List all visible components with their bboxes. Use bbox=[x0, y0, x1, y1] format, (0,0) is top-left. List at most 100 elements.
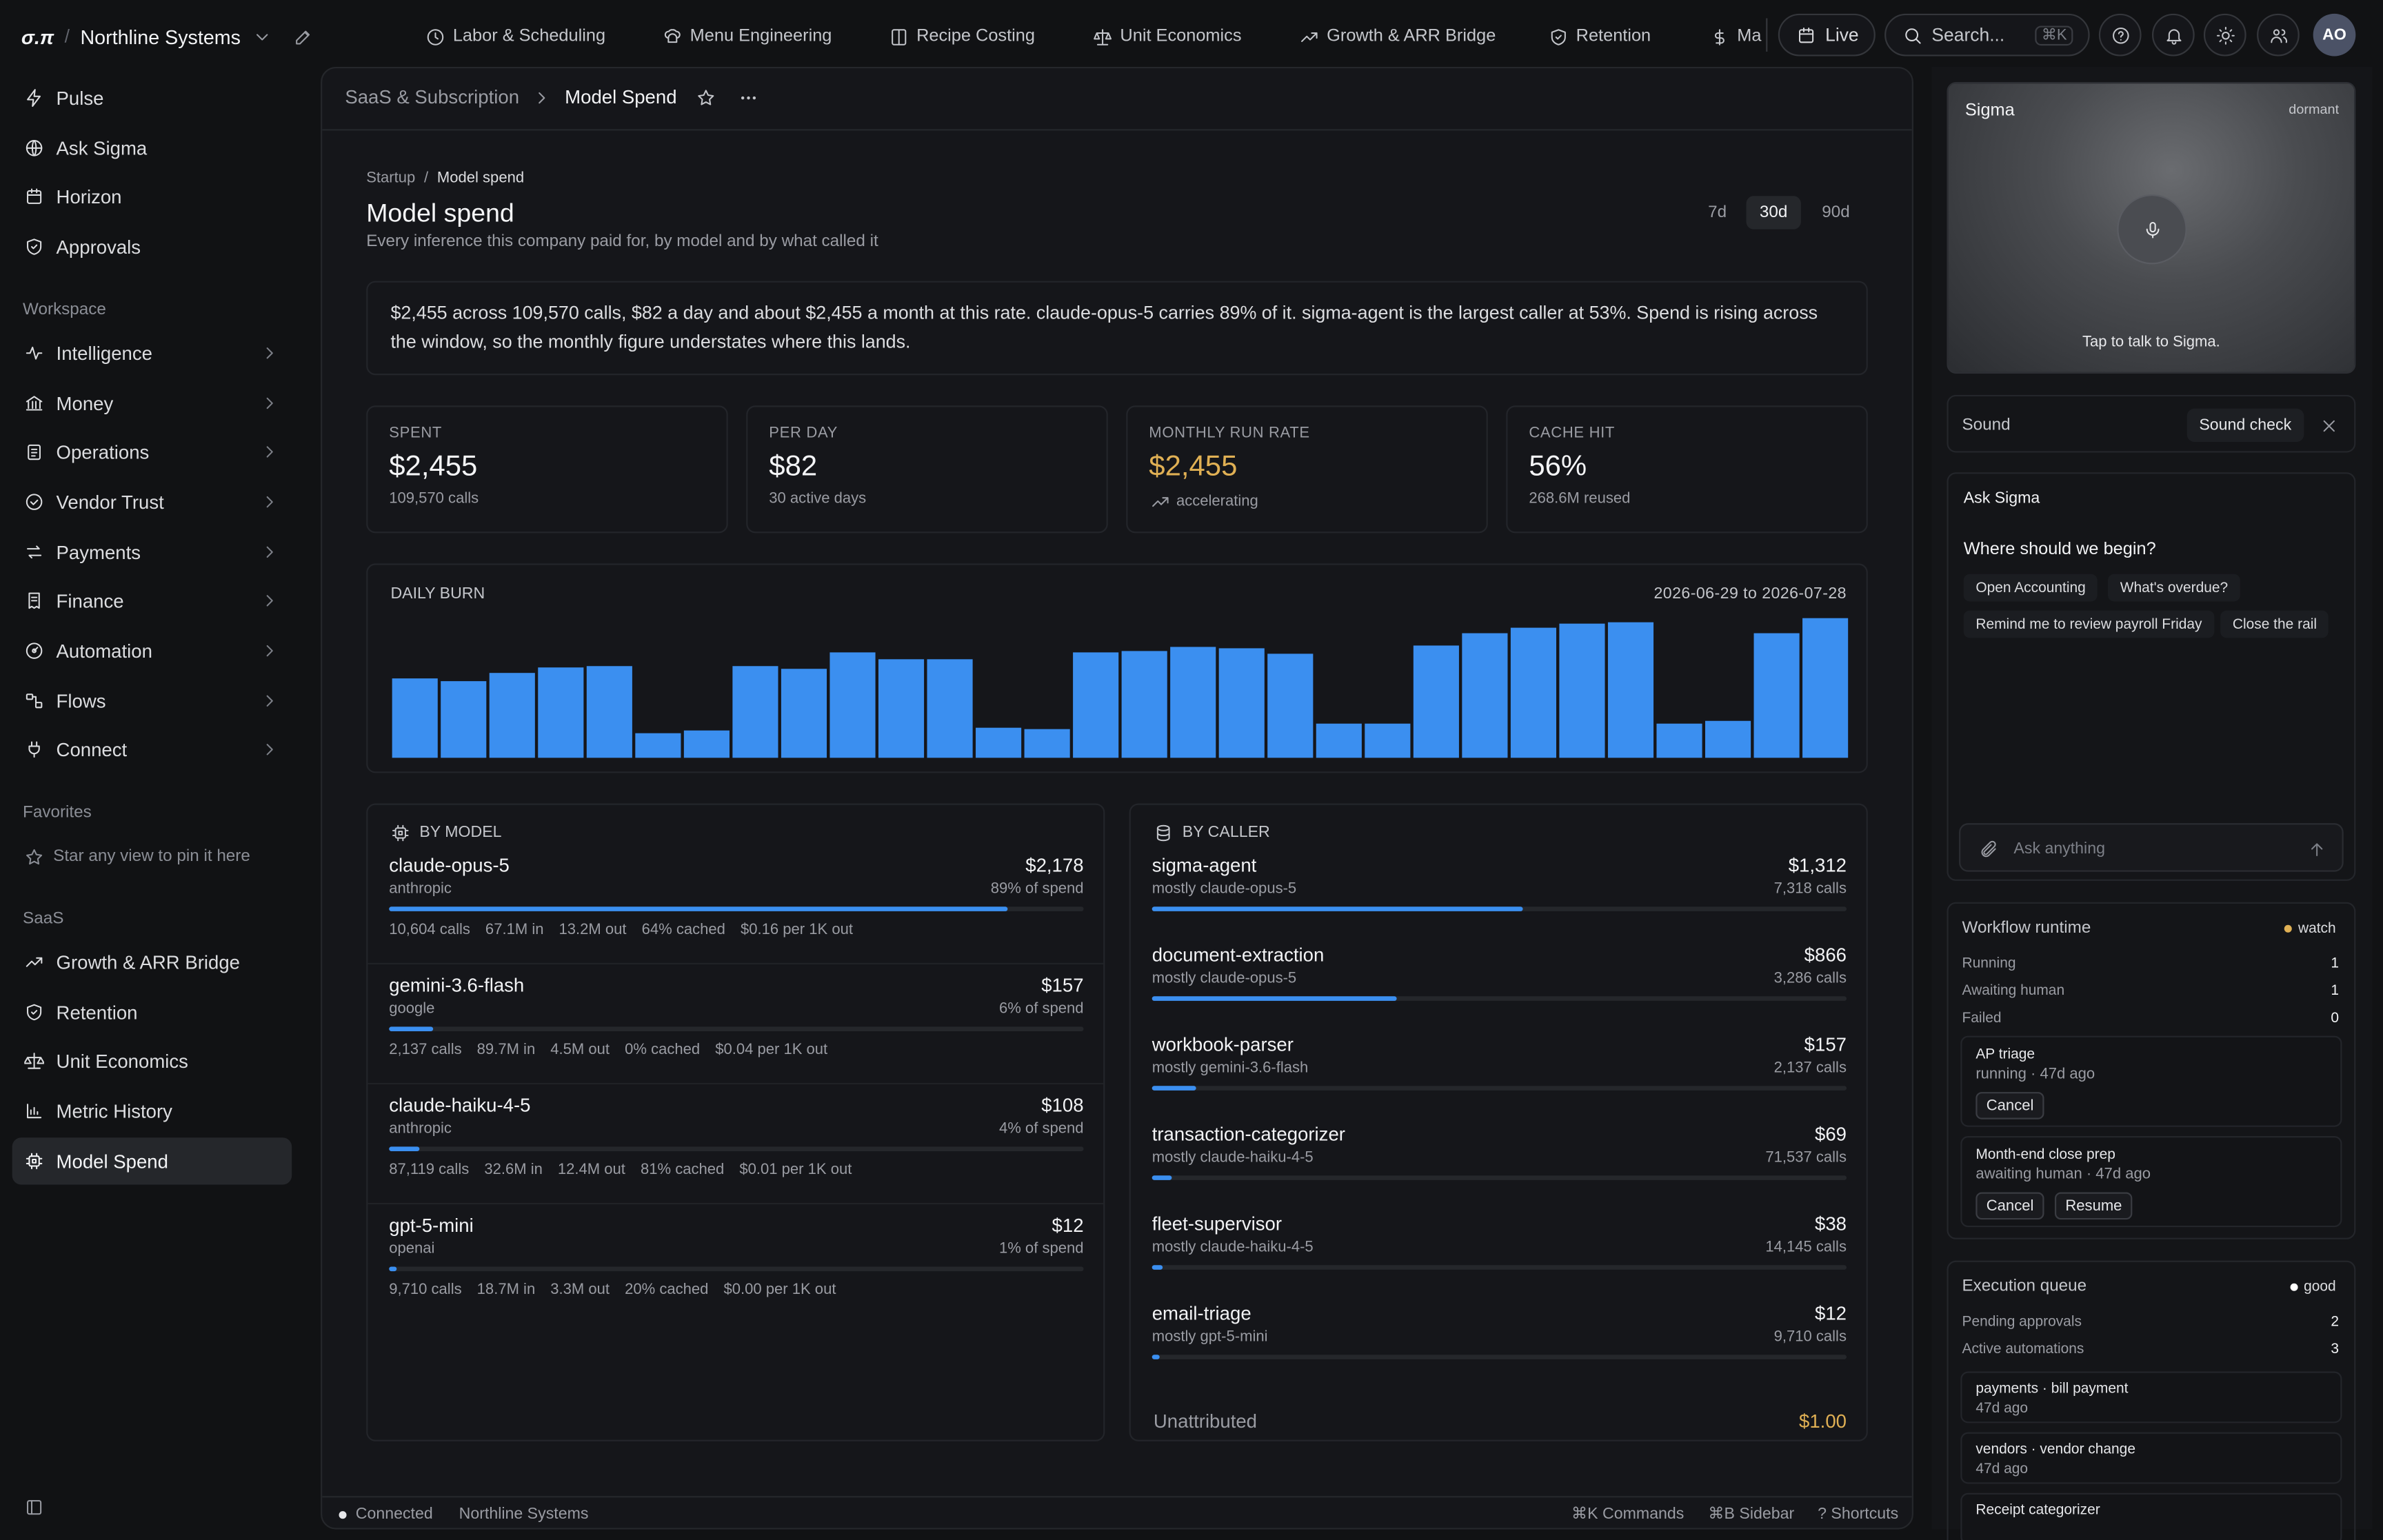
sound-label: Sound bbox=[1962, 416, 2011, 435]
org-switcher[interactable]: σ.π / Northline Systems bbox=[21, 18, 272, 54]
sidebar-item-vendor-trust[interactable]: Vendor Trust bbox=[12, 478, 292, 525]
sidebar-item-operations[interactable]: Operations bbox=[12, 428, 292, 475]
sidebar-item-connect[interactable]: Connect bbox=[12, 726, 292, 773]
model-name: claude-haiku-4-5 bbox=[389, 1095, 531, 1117]
send-button[interactable] bbox=[2302, 835, 2330, 863]
search-input[interactable]: Search... ⌘K bbox=[1884, 13, 2090, 57]
sidebar-item-pulse[interactable]: Pulse bbox=[12, 74, 292, 121]
compose-icon[interactable] bbox=[292, 26, 313, 47]
shortcuts-hint[interactable]: ? Shortcuts bbox=[1818, 1505, 1899, 1523]
caller-row[interactable]: document-extraction mostly claude-opus-5 $… bbox=[1131, 944, 1867, 1005]
ask-input[interactable]: Ask anything bbox=[1959, 823, 2344, 872]
help-button[interactable] bbox=[2098, 13, 2142, 57]
mic-button[interactable] bbox=[2117, 194, 2187, 265]
range-7d[interactable]: 7d bbox=[1708, 203, 1727, 222]
stat-value: 3 bbox=[2331, 1341, 2340, 1358]
suggestion-chip[interactable]: Remind me to review payroll Friday bbox=[1963, 610, 2215, 638]
queue-item[interactable]: Receipt categorizer bbox=[1960, 1492, 2342, 1540]
model-share-label: 4% of spend bbox=[998, 1120, 1084, 1138]
sidebar-item-payments[interactable]: Payments bbox=[12, 529, 292, 576]
share-bar-fill bbox=[389, 906, 1007, 911]
paperclip-icon[interactable] bbox=[1978, 838, 1999, 860]
suggestion-chip[interactable]: Open Accounting bbox=[1963, 574, 2098, 602]
team-button[interactable] bbox=[2257, 13, 2300, 57]
favorites-hint-text: Star any view to pin it here bbox=[53, 847, 250, 866]
chevron-right-icon bbox=[259, 492, 280, 513]
dollar-icon bbox=[1708, 26, 1729, 47]
model-rate: $0.16 per 1K out bbox=[740, 922, 853, 939]
model-row[interactable]: claude-opus-5 anthropic $2,178 89% of spend… bbox=[368, 855, 1103, 955]
sidebar-item-unit-economics[interactable]: Unit Economics bbox=[12, 1037, 292, 1084]
shield-check-icon bbox=[23, 236, 44, 258]
sidebar-item-growth-arr[interactable]: Growth & ARR Bridge bbox=[12, 939, 292, 986]
queue-item[interactable]: payments · bill payment 47d ago bbox=[1960, 1371, 2342, 1424]
sidebar-item-label: Operations bbox=[56, 441, 150, 463]
model-row[interactable]: claude-haiku-4-5 anthropic $108 4% of spend… bbox=[368, 1095, 1103, 1195]
sidebar-item-horizon[interactable]: Horizon bbox=[12, 173, 292, 220]
sound-check-button[interactable]: Sound check bbox=[2186, 408, 2304, 443]
workflow-task: Month-end close prep awaiting human · 47… bbox=[1960, 1135, 2342, 1228]
topnav-label: Unit Economics bbox=[1120, 27, 1242, 46]
resume-button[interactable]: Resume bbox=[2054, 1192, 2133, 1220]
caller-row[interactable]: transaction-categorizer mostly claude-hai… bbox=[1131, 1124, 1867, 1184]
sidebar-item-automation[interactable]: Automation bbox=[12, 627, 292, 674]
topnav-ma-truncated[interactable]: Ma bbox=[1708, 21, 1762, 52]
sidebar-item-money[interactable]: Money bbox=[12, 380, 292, 427]
more-icon[interactable] bbox=[738, 87, 759, 108]
share-bar-fill bbox=[1152, 996, 1398, 1001]
caller-name: email-triage bbox=[1152, 1303, 1251, 1325]
sidebar-item-intelligence[interactable]: Intelligence bbox=[12, 330, 292, 376]
caller-row[interactable]: email-triage mostly gpt-5-mini $12 9,710 ca… bbox=[1131, 1303, 1867, 1364]
sidebar-hint[interactable]: ⌘B Sidebar bbox=[1708, 1505, 1795, 1523]
topnav-recipe-costing[interactable]: Recipe Costing bbox=[887, 21, 1035, 52]
sidebar-item-finance[interactable]: Finance bbox=[12, 577, 292, 624]
burn-bar bbox=[976, 727, 1022, 758]
share-bar-track bbox=[389, 1146, 1084, 1152]
live-button[interactable]: Live bbox=[1778, 13, 1876, 57]
status-dot bbox=[2284, 924, 2293, 933]
close-icon[interactable] bbox=[2317, 414, 2339, 436]
topnav-growth-arr-bridge[interactable]: Growth & ARR Bridge bbox=[1298, 21, 1496, 52]
theme-toggle-button[interactable] bbox=[2203, 13, 2246, 57]
caller-row[interactable]: workbook-parser mostly gemini-3.6-flash $1… bbox=[1131, 1034, 1867, 1095]
badge-label: watch bbox=[2297, 920, 2336, 938]
topnav-menu-engineering[interactable]: Menu Engineering bbox=[661, 21, 832, 52]
breadcrumb-parent[interactable]: SaaS & Subscription bbox=[345, 86, 520, 108]
plug-icon bbox=[23, 739, 44, 760]
sidebar-item-ask-sigma[interactable]: Ask Sigma bbox=[12, 125, 292, 172]
caller-row[interactable]: fleet-supervisor mostly claude-haiku-4-5 $… bbox=[1131, 1213, 1867, 1274]
model-name: gemini-3.6-flash bbox=[389, 975, 525, 997]
range-90d[interactable]: 90d bbox=[1822, 203, 1850, 222]
cancel-button[interactable]: Cancel bbox=[1975, 1092, 2044, 1119]
caller-row[interactable]: sigma-agent mostly claude-opus-5 $1,312 7,3… bbox=[1131, 855, 1867, 915]
topnav-unit-economics[interactable]: Unit Economics bbox=[1092, 21, 1242, 52]
sidebar-item-metric-history[interactable]: Metric History bbox=[12, 1087, 292, 1134]
commands-hint[interactable]: ⌘K Commands bbox=[1571, 1505, 1685, 1523]
range-30d[interactable]: 30d bbox=[1746, 196, 1801, 230]
topnav-labor-scheduling[interactable]: Labor & Scheduling bbox=[424, 21, 605, 52]
queue-item[interactable]: vendors · vendor change 47d ago bbox=[1960, 1432, 2342, 1484]
suggestion-chip[interactable]: What's overdue? bbox=[2108, 574, 2240, 602]
chevron-right-icon bbox=[259, 441, 280, 463]
sidebar-item-model-spend[interactable]: Model Spend bbox=[12, 1137, 292, 1185]
suggestion-chip[interactable]: Close the rail bbox=[2220, 610, 2329, 638]
avatar[interactable]: AO bbox=[2313, 13, 2356, 57]
sidebar-toggle-icon[interactable] bbox=[23, 1496, 44, 1517]
topnav-retention[interactable]: Retention bbox=[1547, 21, 1651, 52]
sidebar-item-approvals[interactable]: Approvals bbox=[12, 223, 292, 270]
cancel-button[interactable]: Cancel bbox=[1975, 1192, 2044, 1220]
page-crumb-parent[interactable]: Startup bbox=[366, 170, 416, 187]
sidebar-item-flows[interactable]: Flows bbox=[12, 678, 292, 725]
notifications-button[interactable] bbox=[2152, 13, 2195, 57]
model-row[interactable]: gpt-5-mini openai $12 1% of spend 9,710 call… bbox=[368, 1215, 1103, 1315]
star-icon[interactable] bbox=[695, 87, 716, 108]
sidebar-item-label: Growth & ARR Bridge bbox=[56, 951, 241, 973]
voice-card: Sigma dormant Tap to talk to Sigma. bbox=[1947, 81, 2356, 374]
sidebar-item-retention[interactable]: Retention bbox=[12, 989, 292, 1035]
chef-hat-icon bbox=[661, 26, 683, 47]
status-bar: Connected Northline Systems ⌘K Commands … bbox=[322, 1496, 1912, 1528]
bank-icon bbox=[23, 393, 44, 414]
model-row[interactable]: gemini-3.6-flash google $157 6% of spend 2,1… bbox=[368, 975, 1103, 1075]
chevron-right-icon bbox=[259, 393, 280, 414]
chip-icon bbox=[23, 1151, 44, 1172]
